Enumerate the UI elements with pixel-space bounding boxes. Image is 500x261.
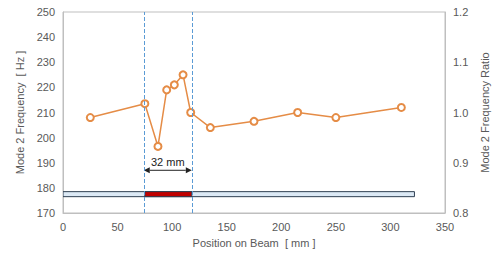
svg-text:350: 350 xyxy=(436,221,454,233)
svg-text:230: 230 xyxy=(37,56,55,68)
svg-text:50: 50 xyxy=(111,221,123,233)
svg-text:200: 200 xyxy=(37,132,55,144)
svg-text:0.9: 0.9 xyxy=(453,157,468,169)
svg-text:150: 150 xyxy=(218,221,236,233)
svg-text:Mode 2 Frequency Ratio: Mode 2 Frequency Ratio xyxy=(479,52,491,172)
svg-text:0.8: 0.8 xyxy=(453,207,468,219)
svg-text:200: 200 xyxy=(272,221,290,233)
svg-text:170: 170 xyxy=(37,207,55,219)
svg-text:220: 220 xyxy=(37,81,55,93)
svg-text:0: 0 xyxy=(60,221,66,233)
svg-text:190: 190 xyxy=(37,157,55,169)
svg-text:250: 250 xyxy=(37,6,55,18)
svg-text:100: 100 xyxy=(163,221,181,233)
svg-text:Position on Beam [ mm ]: Position on Beam [ mm ] xyxy=(193,237,316,249)
svg-text:1.1: 1.1 xyxy=(453,56,468,68)
svg-text:300: 300 xyxy=(381,221,399,233)
svg-text:210: 210 xyxy=(37,107,55,119)
svg-text:240: 240 xyxy=(37,31,55,43)
svg-text:1.2: 1.2 xyxy=(453,6,468,18)
svg-text:1.0: 1.0 xyxy=(453,107,468,119)
svg-text:Mode 2 Frequency [ Hz ]: Mode 2 Frequency [ Hz ] xyxy=(14,51,26,175)
svg-text:32 mm: 32 mm xyxy=(151,156,185,168)
svg-text:250: 250 xyxy=(327,221,345,233)
svg-text:180: 180 xyxy=(37,182,55,194)
